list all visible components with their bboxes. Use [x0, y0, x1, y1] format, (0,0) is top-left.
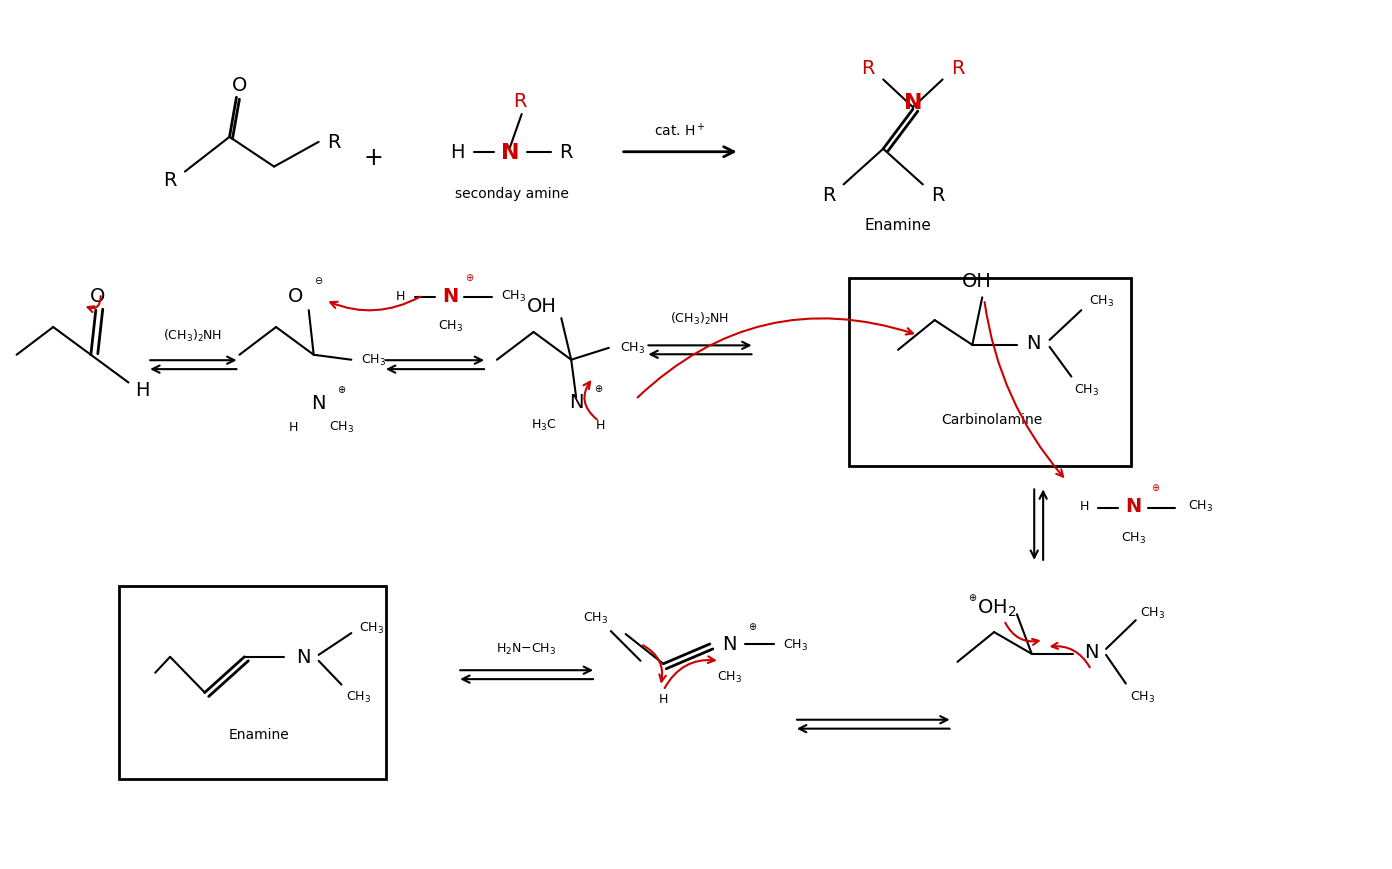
Text: $^{\ominus}$: $^{\ominus}$ [315, 277, 323, 291]
Text: H: H [290, 420, 298, 433]
Text: N: N [1084, 643, 1098, 661]
Text: CH$_3$: CH$_3$ [359, 620, 384, 635]
Text: +: + [363, 145, 383, 169]
Text: R: R [931, 186, 944, 204]
Text: OH: OH [526, 296, 557, 315]
Text: R: R [327, 133, 340, 152]
Text: CH$_3$: CH$_3$ [1073, 382, 1098, 397]
Text: R: R [514, 91, 526, 110]
Text: CH$_3$: CH$_3$ [583, 610, 608, 625]
Text: O: O [90, 287, 106, 306]
FancyBboxPatch shape [849, 278, 1130, 466]
Text: N: N [1026, 334, 1041, 353]
Text: H: H [596, 418, 606, 431]
Text: H: H [1080, 499, 1089, 512]
Text: OH$_2$: OH$_2$ [977, 597, 1016, 618]
Text: N: N [1126, 496, 1141, 515]
Text: N: N [501, 143, 519, 163]
Text: O: O [231, 76, 248, 95]
Text: N: N [903, 93, 922, 113]
Text: N: N [312, 394, 326, 412]
Text: (CH$_3$)$_2$NH: (CH$_3$)$_2$NH [163, 328, 223, 343]
Text: CH$_3$: CH$_3$ [1130, 689, 1155, 704]
Text: R: R [821, 186, 835, 204]
Text: N: N [296, 647, 310, 667]
Text: CH$_3$: CH$_3$ [501, 289, 526, 303]
Text: CH$_3$: CH$_3$ [1187, 498, 1212, 514]
Text: CH$_3$: CH$_3$ [717, 669, 742, 685]
Text: H: H [397, 289, 405, 302]
Text: $^{\oplus}$: $^{\oplus}$ [967, 594, 977, 607]
Text: H: H [450, 143, 465, 162]
Text: O: O [288, 287, 303, 306]
Text: H: H [658, 692, 668, 705]
Text: CH$_3$: CH$_3$ [1140, 605, 1165, 620]
Text: N: N [443, 287, 458, 306]
Text: CH$_3$: CH$_3$ [329, 419, 354, 434]
Text: $^{\oplus}$: $^{\oplus}$ [337, 386, 347, 400]
Text: CH$_3$: CH$_3$ [784, 637, 809, 652]
Text: R: R [560, 143, 574, 162]
Text: CH$_3$: CH$_3$ [1089, 294, 1114, 308]
Text: R: R [163, 171, 177, 189]
Text: Carbinolamine: Carbinolamine [941, 413, 1043, 427]
Text: cat. H$^+$: cat. H$^+$ [654, 123, 706, 139]
Text: CH$_3$: CH$_3$ [619, 341, 644, 356]
Text: H$_3$C: H$_3$C [530, 417, 557, 432]
Text: $^{\oplus}$: $^{\oplus}$ [594, 385, 604, 399]
Text: R: R [951, 59, 965, 78]
Text: Enamine: Enamine [864, 217, 931, 232]
Text: CH$_3$: CH$_3$ [1121, 530, 1147, 545]
Text: CH$_3$: CH$_3$ [345, 689, 370, 704]
Text: OH: OH [962, 272, 992, 290]
Text: Enamine: Enamine [228, 727, 290, 741]
Text: CH$_3$: CH$_3$ [361, 353, 386, 368]
Text: N: N [722, 634, 736, 653]
Text: $^{\oplus}$: $^{\oplus}$ [1151, 484, 1161, 498]
Text: R: R [862, 59, 876, 78]
Text: $^{\oplus}$: $^{\oplus}$ [748, 622, 757, 636]
Text: H: H [135, 381, 149, 400]
Text: seconday amine: seconday amine [455, 187, 569, 201]
FancyBboxPatch shape [118, 586, 386, 779]
Text: CH$_3$: CH$_3$ [438, 318, 464, 333]
Text: (CH$_3$)$_2$NH: (CH$_3$)$_2$NH [671, 311, 729, 327]
Text: $^{\oplus}$: $^{\oplus}$ [465, 274, 475, 289]
Text: N: N [569, 393, 583, 411]
Text: H$_2$N$-$CH$_3$: H$_2$N$-$CH$_3$ [497, 641, 557, 657]
